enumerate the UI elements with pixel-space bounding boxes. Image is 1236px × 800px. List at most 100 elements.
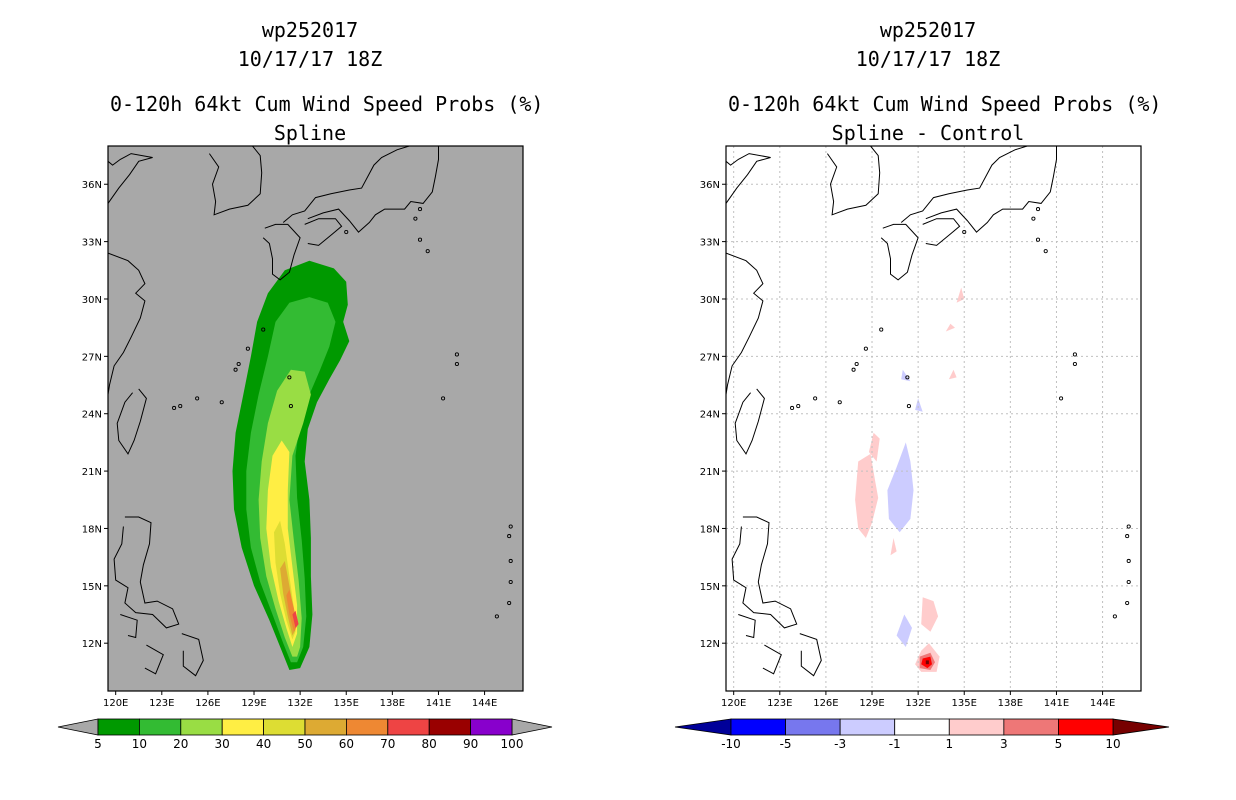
island-outline bbox=[178, 404, 183, 409]
left-colorbar: 5 10 20 30 40 50 60 70 80 90 100 bbox=[57, 718, 553, 751]
colorbar-label: 90 bbox=[463, 737, 478, 751]
x-tick-label: 138E bbox=[998, 698, 1023, 709]
coastline bbox=[734, 388, 765, 455]
map-content bbox=[108, 146, 513, 677]
probability-contour-4 bbox=[915, 398, 923, 412]
island-outline bbox=[879, 327, 884, 332]
colorbar-label: 5 bbox=[94, 737, 102, 751]
island-outline bbox=[233, 367, 238, 372]
island-outline bbox=[1059, 396, 1064, 401]
coastline bbox=[116, 388, 147, 455]
probability-contour-15 bbox=[925, 660, 929, 665]
island-outline bbox=[507, 534, 512, 539]
island-outline bbox=[854, 361, 859, 367]
island-outline bbox=[344, 230, 349, 235]
island-outline bbox=[905, 375, 910, 380]
x-tick-label: 129E bbox=[241, 698, 266, 709]
island-outline bbox=[413, 216, 418, 221]
left-subtitle: Spline bbox=[273, 121, 347, 145]
y-tick-label: 12N bbox=[82, 639, 102, 650]
colorbar-label: 100 bbox=[501, 737, 524, 751]
x-tick-label: 126E bbox=[195, 698, 220, 709]
colorbar-swatch bbox=[221, 718, 264, 736]
x-tick-label: 138E bbox=[380, 698, 405, 709]
colorbar-label: 80 bbox=[422, 737, 437, 751]
y-tick-label: 15N bbox=[700, 582, 720, 593]
coastline bbox=[922, 218, 961, 246]
x-tick-label: 135E bbox=[952, 698, 977, 709]
y-tick-label: 24N bbox=[82, 410, 102, 421]
coastline bbox=[282, 146, 439, 233]
coastline bbox=[880, 223, 919, 281]
coastline bbox=[731, 516, 798, 629]
colorbar-label: 50 bbox=[297, 737, 312, 751]
right-storm-id: wp252017 bbox=[879, 18, 977, 42]
y-tick-label: 27N bbox=[82, 352, 102, 363]
colorbar-label: -10 bbox=[721, 737, 741, 751]
x-tick-label: 132E bbox=[287, 698, 312, 709]
map-frame bbox=[725, 145, 1142, 692]
colorbar-swatch bbox=[304, 718, 347, 736]
x-tick-label: 141E bbox=[1044, 698, 1069, 709]
coastline bbox=[120, 614, 138, 639]
island-outline bbox=[1125, 600, 1130, 606]
x-tick-label: 144E bbox=[472, 698, 497, 709]
island-outline bbox=[851, 367, 856, 372]
x-tick-label: 129E bbox=[859, 698, 884, 709]
colorbar-label: 1 bbox=[945, 737, 953, 751]
colorbar-label: 10 bbox=[1105, 737, 1120, 751]
y-tick-label: 18N bbox=[82, 524, 102, 535]
island-outline bbox=[906, 404, 911, 409]
island-outline bbox=[288, 404, 293, 409]
island-outline bbox=[1072, 352, 1077, 357]
island-outline bbox=[1126, 524, 1131, 529]
x-tick-label: 120E bbox=[103, 698, 128, 709]
coastline bbox=[799, 633, 822, 677]
y-tick-label: 33N bbox=[700, 238, 720, 249]
y-tick-label: 30N bbox=[700, 295, 720, 306]
x-tick-label: 132E bbox=[905, 698, 930, 709]
island-outline bbox=[796, 404, 801, 409]
island-outline bbox=[454, 361, 459, 367]
colorbar-swatch bbox=[180, 718, 223, 736]
map-frame bbox=[107, 145, 524, 692]
right-datetime: 10/17/17 18Z bbox=[855, 47, 1001, 71]
island-outline bbox=[494, 614, 499, 619]
island-outline bbox=[1031, 216, 1036, 221]
probability-contour-9 bbox=[948, 369, 957, 380]
island-outline bbox=[508, 524, 513, 529]
coastline bbox=[762, 644, 782, 675]
x-tick-label: 123E bbox=[767, 698, 792, 709]
map-background bbox=[108, 146, 523, 691]
coastline bbox=[181, 633, 204, 677]
colorbar-label: 60 bbox=[339, 737, 354, 751]
colorbar-label: 20 bbox=[173, 737, 188, 751]
island-outline bbox=[219, 400, 224, 405]
colorbar-label: -5 bbox=[780, 737, 792, 751]
island-outline bbox=[195, 396, 200, 401]
colorbar-label: 70 bbox=[380, 737, 395, 751]
colorbar-swatch bbox=[839, 718, 896, 736]
y-tick-label: 21N bbox=[700, 467, 720, 478]
island-outline bbox=[813, 396, 818, 401]
colorbar-swatch bbox=[138, 718, 182, 736]
x-tick-label: 135E bbox=[334, 698, 359, 709]
colorbar-swatch bbox=[345, 718, 389, 736]
island-outline bbox=[837, 400, 842, 405]
island-outline bbox=[261, 327, 266, 332]
y-tick-label: 12N bbox=[700, 639, 720, 650]
x-tick-label: 141E bbox=[426, 698, 451, 709]
island-outline bbox=[1072, 361, 1077, 367]
colorbar-label: 5 bbox=[1055, 737, 1063, 751]
y-tick-label: 36N bbox=[700, 180, 720, 191]
right-map-panel: 120E 123E 126E 129E 132E 135E 138E 141E 144E 12N 1… bbox=[700, 145, 1142, 709]
probability-contour-11 bbox=[896, 614, 912, 647]
right-product: 0-120h 64kt Cum Wind Speed Probs (%) bbox=[728, 92, 1162, 116]
y-tick-label: 30N bbox=[82, 295, 102, 306]
coastline bbox=[208, 146, 263, 216]
coastline bbox=[108, 252, 146, 395]
left-datetime: 10/17/17 18Z bbox=[237, 47, 383, 71]
left-storm-id: wp252017 bbox=[261, 18, 359, 42]
coastline bbox=[113, 516, 180, 629]
coastline bbox=[262, 223, 301, 281]
